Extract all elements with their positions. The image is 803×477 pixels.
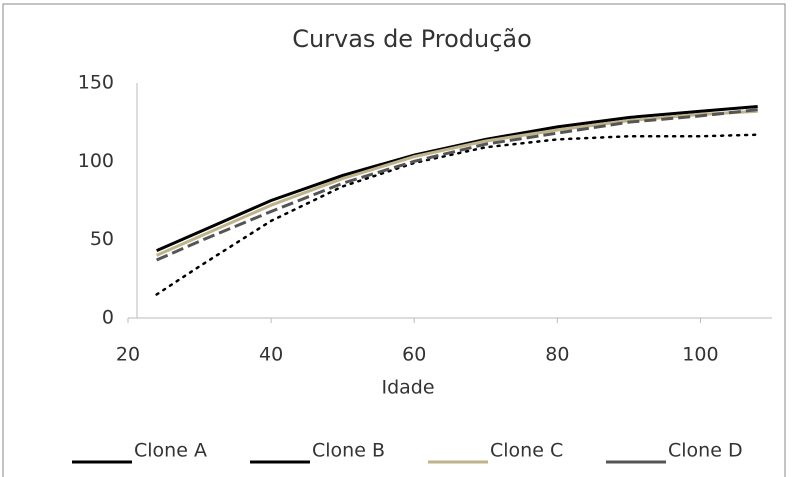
- x-tick-label: 40: [259, 344, 283, 366]
- legend-label: Clone D: [668, 440, 743, 462]
- x-tick-label: 100: [682, 344, 718, 366]
- x-tick-label: 20: [116, 344, 140, 366]
- x-tick-label: 60: [402, 344, 426, 366]
- series-line: [156, 109, 758, 257]
- x-axis-label: Idade: [381, 377, 434, 399]
- chart-title: Curvas de Produção: [292, 25, 532, 53]
- legend-label: Clone A: [134, 440, 207, 462]
- series-line: [155, 133, 759, 296]
- x-tick-label: 80: [545, 344, 569, 366]
- y-tick-label: 100: [78, 150, 114, 172]
- legend-label: Clone B: [312, 440, 385, 462]
- series-line: [156, 105, 758, 253]
- y-tick-label: 150: [78, 72, 114, 94]
- y-tick-label: 50: [90, 228, 114, 250]
- legend-label: Clone C: [490, 440, 563, 462]
- chart-frame: [2, 3, 786, 477]
- y-tick-label: 0: [102, 307, 114, 329]
- series-line: [156, 108, 758, 262]
